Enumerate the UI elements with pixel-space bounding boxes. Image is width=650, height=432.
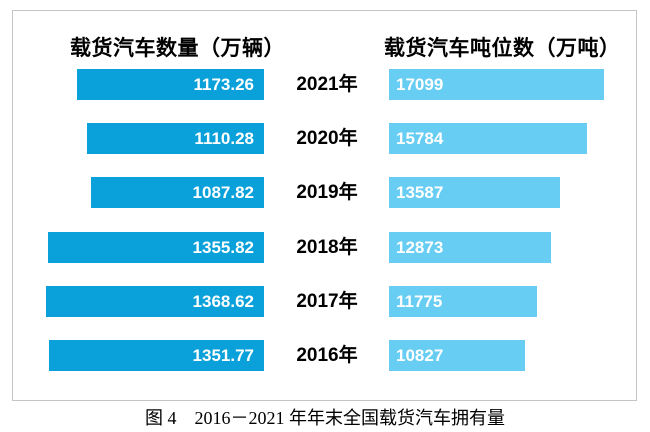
year-label: 2019年 <box>296 182 358 203</box>
tonnage-bar: 15784 <box>389 123 587 154</box>
tonnage-bar: 10827 <box>389 340 525 371</box>
right-series-title: 载货汽车吨位数（万吨） <box>384 37 621 60</box>
count-value-label: 1173.26 <box>193 74 254 94</box>
count-bar: 1110.28 <box>87 123 264 154</box>
tonnage-value-label: 17099 <box>396 74 444 94</box>
year-label: 2020年 <box>296 128 358 149</box>
count-value-label: 1355.82 <box>192 237 254 257</box>
count-value-label: 1087.82 <box>192 182 254 202</box>
tonnage-bar: 11775 <box>389 286 537 317</box>
tonnage-bar: 17099 <box>389 69 604 100</box>
count-value-label: 1351.77 <box>192 345 254 365</box>
tonnage-value-label: 13587 <box>396 182 444 202</box>
chart-frame: 载货汽车数量（万辆） 载货汽车吨位数（万吨） 1173.26 2021年 17099… <box>12 10 637 401</box>
tonnage-bar: 12873 <box>389 232 551 263</box>
tonnage-value-label: 11775 <box>396 291 443 311</box>
tonnage-value-label: 12873 <box>396 237 444 257</box>
count-bar: 1355.82 <box>48 232 264 263</box>
tonnage-value-label: 15784 <box>396 128 444 148</box>
year-label: 2021年 <box>296 74 358 95</box>
count-value-label: 1110.28 <box>194 128 254 148</box>
year-label: 2016年 <box>296 345 358 366</box>
tonnage-bar: 13587 <box>389 177 560 208</box>
count-bar: 1368.62 <box>46 286 264 317</box>
count-value-label: 1368.62 <box>192 291 254 311</box>
count-bar: 1173.26 <box>77 69 264 100</box>
count-bar: 1087.82 <box>91 177 264 208</box>
count-bar: 1351.77 <box>49 340 264 371</box>
tonnage-value-label: 10827 <box>396 345 444 365</box>
year-label: 2018年 <box>296 237 358 258</box>
year-label: 2017年 <box>296 291 358 312</box>
left-series-title: 载货汽车数量（万辆） <box>70 37 285 60</box>
figure-caption: 图 4 2016－2021 年年末全国载货汽车拥有量 <box>145 408 505 428</box>
